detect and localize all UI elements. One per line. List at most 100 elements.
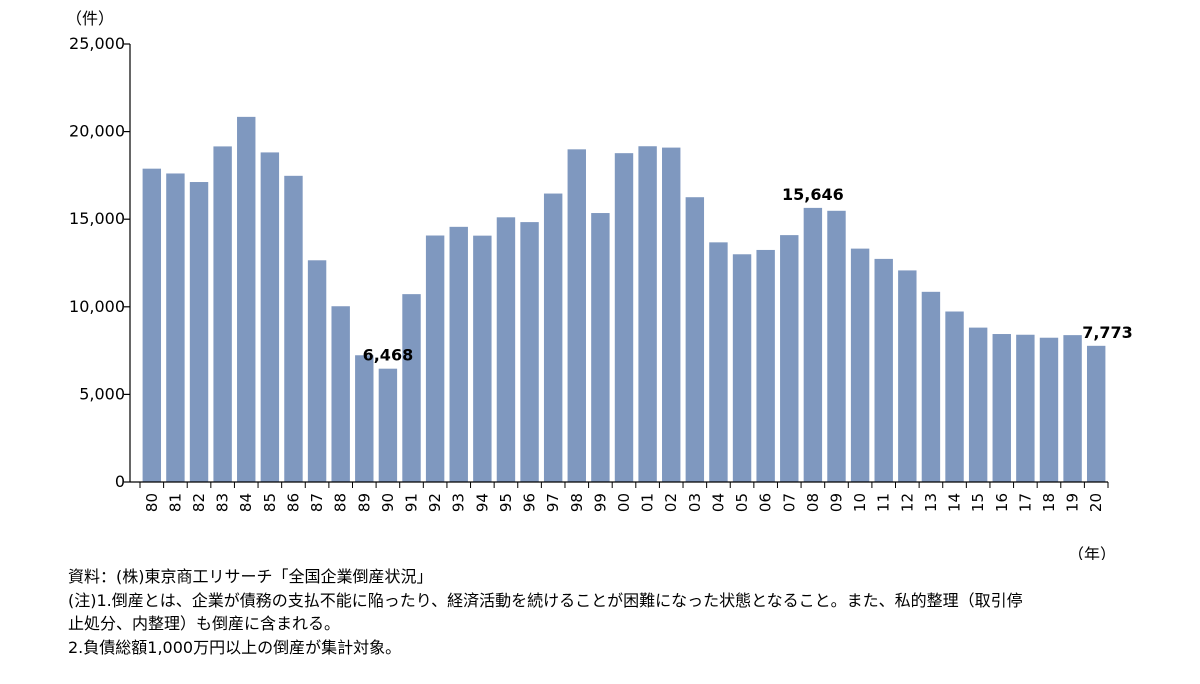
x-tick-label: 86 [284, 493, 302, 512]
source-note: 資料：(株)東京商工リサーチ「全国企業倒産状況」 [68, 567, 433, 586]
x-tick-label: 97 [544, 493, 562, 512]
chart-notes: 資料：(株)東京商工リサーチ「全国企業倒産状況」 (注)1.倒産とは、企業が債務… [68, 565, 1148, 659]
bar-09 [827, 210, 846, 482]
x-tick-label: 11 [875, 493, 893, 512]
bar-84 [237, 116, 256, 483]
bar-07 [780, 235, 799, 482]
x-tick-label: 81 [166, 493, 184, 512]
bar-92 [425, 235, 445, 482]
bar-18 [1039, 337, 1059, 482]
bar-83 [213, 146, 232, 482]
x-tick-label: 93 [450, 493, 468, 512]
x-tick-label: 89 [355, 493, 373, 512]
note-1-line-2: 止処分、内整理）も倒産に含まれる。 [68, 614, 341, 633]
bar-15 [968, 327, 988, 482]
data-label-90: 6,468 [363, 346, 414, 365]
bar-82 [189, 182, 209, 482]
x-tick-label: 82 [190, 493, 208, 512]
x-tick-label: 87 [308, 493, 326, 512]
x-tick-label: 84 [237, 493, 255, 512]
x-tick-label: 98 [568, 493, 586, 512]
y-axis-unit: （件） [66, 9, 114, 28]
x-tick-label: 09 [827, 493, 845, 512]
x-tick-label: 12 [898, 493, 916, 512]
x-tick-label: 99 [591, 493, 609, 512]
y-tick-label: 0 [115, 472, 125, 491]
x-tick-label: 04 [709, 493, 727, 512]
bar-99 [591, 213, 610, 482]
bar-95 [496, 217, 516, 482]
x-tick-label: 91 [403, 493, 421, 512]
x-tick-label: 92 [426, 493, 444, 512]
bar-89 [355, 355, 374, 482]
y-tick-label: 20,000 [69, 122, 125, 141]
x-tick-label: 05 [733, 493, 751, 512]
bar-08 [803, 207, 823, 482]
x-tick-label: 13 [922, 493, 940, 512]
y-tick-label: 10,000 [69, 297, 125, 316]
bars [142, 116, 1106, 483]
x-tick-label: 94 [473, 493, 491, 512]
x-tick-label: 14 [946, 493, 964, 512]
data-label-20: 7,773 [1082, 323, 1133, 342]
bar-14 [945, 311, 964, 482]
y-tick-label: 5,000 [79, 384, 125, 403]
x-tick-label: 80 [143, 493, 161, 512]
bar-11 [874, 258, 893, 482]
y-tick-label: 15,000 [69, 209, 125, 228]
x-tick-label: 15 [969, 493, 987, 512]
bar-03 [685, 197, 705, 482]
bar-98 [567, 149, 586, 482]
x-tick-label: 07 [780, 493, 798, 512]
bar-02 [662, 147, 681, 482]
y-axis: 0 5,000 10,000 15,000 20,000 25,000 [69, 34, 131, 491]
x-tick-label: 10 [851, 493, 869, 512]
bar-91 [402, 294, 421, 482]
y-tick-label: 25,000 [69, 34, 125, 53]
bar-00 [614, 153, 634, 482]
x-tick-label: 19 [1064, 493, 1082, 512]
note-2: 2.負債総額1,000万円以上の倒産が集計対象。 [68, 637, 402, 657]
bar-94 [473, 235, 492, 482]
x-tick-label: 03 [686, 493, 704, 512]
x-tick-label: 18 [1040, 493, 1058, 512]
x-tick-label: 96 [521, 493, 539, 512]
bar-16 [992, 334, 1011, 482]
x-axis-unit: （年） [1068, 545, 1116, 560]
bar-20 [1086, 345, 1106, 482]
bar-12 [898, 270, 917, 482]
bankruptcy-bar-chart: （件） 0 5,000 10,000 15,000 20,000 25,000 80 81 8… [66, 9, 1133, 560]
x-axis: 80 81 82 83 84 85 86 87 88 89 90 91 92 93 94 95 96 97 98 99… [130, 481, 1109, 512]
bar-81 [166, 173, 185, 483]
x-tick-label: 85 [261, 493, 279, 512]
bar-80 [142, 168, 162, 483]
bar-10 [850, 248, 870, 482]
x-tick-label: 06 [757, 493, 775, 512]
bar-93 [449, 226, 468, 482]
bar-86 [284, 175, 303, 482]
bar-13 [921, 291, 941, 482]
x-tick-label: 08 [804, 493, 822, 512]
bar-06 [756, 249, 775, 482]
x-tick-label: 17 [1016, 493, 1034, 512]
note-1-line-1: (注)1.倒産とは、企業が債務の支払不能に陥ったり、経済活動を続けることが困難に… [68, 590, 1023, 610]
bar-85 [260, 152, 280, 482]
bar-87 [307, 260, 327, 482]
x-tick-label: 02 [662, 493, 680, 512]
x-tick-label: 20 [1087, 493, 1105, 512]
data-label-08: 15,646 [782, 185, 844, 204]
bar-05 [732, 254, 752, 482]
bar-97 [543, 193, 563, 482]
x-tick-label: 01 [639, 493, 657, 512]
bar-96 [520, 222, 539, 482]
bar-17 [1016, 334, 1035, 482]
x-tick-label: 00 [615, 493, 633, 512]
data-labels: 6,468 15,646 7,773 [363, 185, 1133, 365]
x-tick-label: 83 [214, 493, 232, 512]
bar-01 [638, 146, 657, 483]
x-tick-label: 16 [993, 493, 1011, 512]
bar-19 [1063, 335, 1082, 482]
x-tick-label: 90 [379, 493, 397, 512]
bar-04 [709, 242, 728, 482]
bar-88 [331, 306, 350, 482]
